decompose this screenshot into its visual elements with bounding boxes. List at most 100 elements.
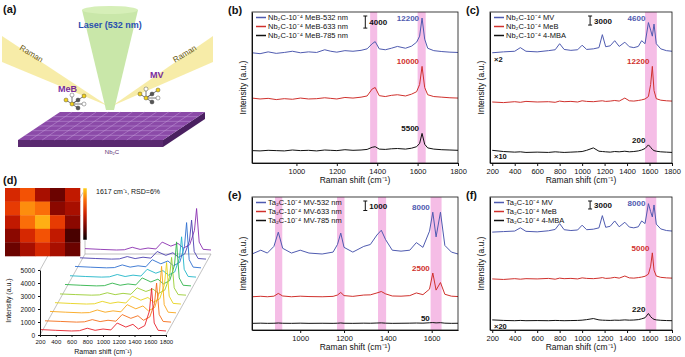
y-axis-line [490, 198, 491, 331]
map-cell [35, 188, 50, 202]
x-axis-title: Raman shift (cm⁻¹) [546, 175, 617, 185]
scale-bar-line [365, 201, 366, 211]
x-axis-tick: 1000 [289, 163, 306, 176]
peak-label: 2500 [412, 264, 430, 273]
panel: 20040060080010001200140016001800Raman sh… [466, 189, 681, 352]
legend-swatch [494, 35, 504, 37]
x-axis-tick-mark [515, 163, 516, 166]
peak-label: 8000 [628, 199, 646, 208]
x-axis-tick: 1600 [642, 163, 659, 176]
map-cell [50, 202, 65, 216]
x-axis-tick-mark [582, 330, 583, 333]
map-cell [5, 202, 20, 216]
x-axis-tick-mark [72, 335, 73, 337]
x-axis-line [253, 330, 459, 331]
spectrum-line [492, 253, 672, 280]
x-axis-tick-label: 200 [35, 339, 46, 345]
legend-label: Ta₂C-10⁻⁴ MeB [506, 207, 557, 216]
y-axis-tick-mark [38, 283, 40, 284]
x-axis-tick-label: 1800 [664, 334, 681, 343]
scale-bar-cap [588, 25, 592, 26]
x-axis: 20040060080010001200140016001800 [35, 335, 173, 345]
x-axis-tick-label: 1600 [410, 167, 427, 176]
panel-label: (f) [466, 189, 477, 201]
legend-label: Nb₂C-10⁻⁴ 4-MBA [506, 31, 566, 40]
scale-bar-cap [363, 210, 367, 211]
x-axis-tick-mark [537, 330, 538, 333]
map-cell [5, 215, 20, 229]
x-axis-tick: 600 [531, 163, 544, 176]
x-axis-tick-mark [650, 330, 651, 333]
map-cell [50, 229, 65, 243]
spectrum-line [252, 212, 458, 254]
legend-label: Ta₂C-10⁻⁴ MV-633 nm [268, 207, 342, 216]
x-axis-tick-label: 1600 [642, 167, 659, 176]
substrate-side [18, 140, 163, 147]
legend-label: Ta₂C-10⁻⁴ MV [506, 198, 553, 207]
x-axis-tick-label: 600 [531, 334, 544, 343]
x-axis-tick-mark [458, 163, 459, 166]
map-cell [5, 188, 20, 202]
x-axis-tick: 200 [486, 163, 499, 176]
panel-label: (e) [228, 189, 242, 201]
x-axis-tick-label: 1400 [619, 167, 636, 176]
x-axis-tick-mark [672, 163, 673, 166]
x-axis-tick: 600 [67, 335, 78, 345]
molecule-meb [64, 93, 86, 110]
plot-frame [490, 12, 672, 163]
y-axis-tick-mark [38, 322, 40, 323]
x-axis-tick: 600 [531, 330, 544, 343]
x-axis-line [491, 163, 673, 164]
x-axis-tick-label: 1800 [450, 167, 467, 176]
x-axis-tick-label: 400 [509, 167, 522, 176]
scale-bar-line [365, 16, 366, 28]
x-axis-tick-label: 1600 [424, 334, 441, 343]
atom [76, 98, 80, 102]
figure: (a)Laser (532 nm)RamanRamanMeBMVNb₂C1000… [0, 0, 685, 357]
x-axis-tick-mark [492, 163, 493, 166]
x-axis-tick-mark [537, 163, 538, 166]
scale-factor: ×20 [494, 322, 507, 331]
x-axis-tick-mark [627, 163, 628, 166]
map-cell [20, 202, 35, 216]
panel: 20040060080010001200140016001800Raman sh… [466, 4, 681, 185]
x-axis-tick-mark [432, 330, 433, 333]
atom [150, 100, 154, 104]
x-axis-tick-mark [418, 163, 419, 166]
scale-factor: ×2 [494, 55, 503, 64]
legend-swatch [494, 211, 504, 213]
x-axis-tick-mark [150, 335, 151, 337]
x-axis-tick: 1400 [128, 335, 142, 345]
y-axis-tick-label: 2000 [21, 306, 36, 313]
scale-bar-label: 3000 [594, 201, 612, 210]
x-axis-tick-mark [119, 335, 120, 337]
y-axis: 010002000300040005000 [21, 267, 41, 339]
scale-bar: 4000 [363, 16, 387, 28]
x-axis-tick: 1600 [144, 335, 158, 345]
spectrum-line [492, 314, 672, 321]
x-axis-tick: 1200 [113, 335, 127, 345]
y-axis-tick-label: 5000 [21, 267, 36, 274]
map-inset [5, 188, 87, 256]
legend-swatch [256, 202, 266, 204]
spectrum-line [40, 288, 166, 331]
y-axis-tick-label: 1000 [21, 319, 36, 326]
atom [156, 96, 160, 100]
scale-bar-label: 4000 [369, 18, 387, 27]
molecule-label: MeB [58, 84, 78, 94]
y-axis-title: Intensity (a.u.) [238, 60, 248, 114]
legend-swatch [256, 17, 266, 19]
legend-swatch [256, 35, 266, 37]
x-axis-tick-mark [560, 330, 561, 333]
legend-label: Nb₂C-10⁻⁴ MeB-633 nm [268, 22, 348, 31]
panel: 10001200140016001800Raman shift (cm⁻¹)In… [228, 4, 467, 185]
panel-label: (b) [228, 4, 242, 16]
peak-label: 8000 [412, 203, 430, 212]
peak-label: 200 [632, 136, 646, 145]
legend-label: Nb₂C-10⁻⁴ MV [506, 13, 554, 22]
highlight-band [370, 12, 377, 163]
atom [82, 94, 86, 98]
x-axis-tick-label: 1800 [664, 167, 681, 176]
scale-bar-cap [363, 16, 367, 17]
x-axis-tick-mark [560, 163, 561, 166]
